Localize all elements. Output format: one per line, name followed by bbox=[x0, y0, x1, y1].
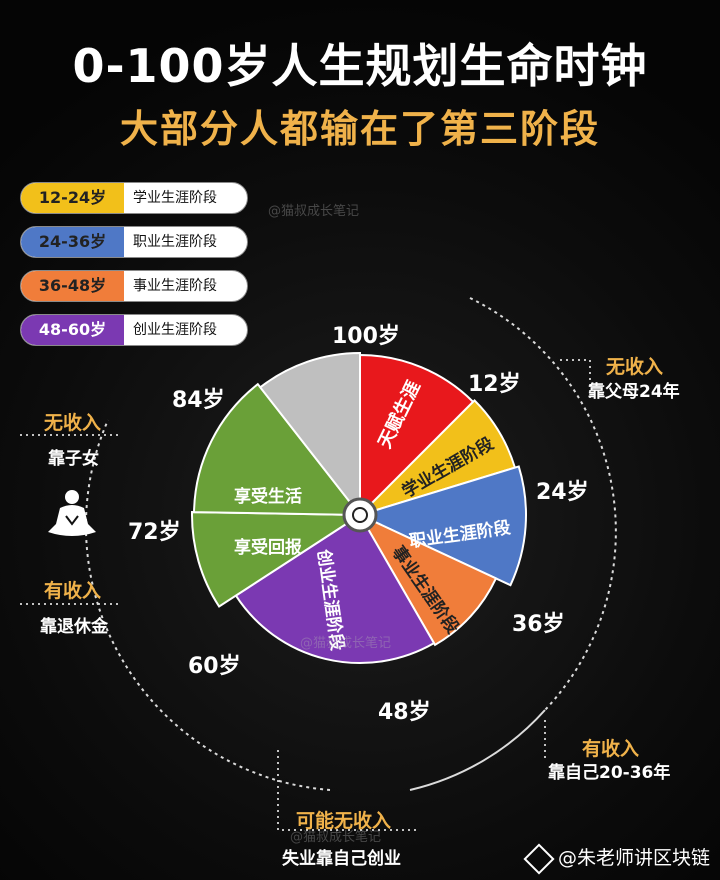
connector-top-right bbox=[560, 359, 591, 398]
note-right-bottom-text: 靠自己20-36年 bbox=[548, 763, 671, 783]
watermark: @猫叔成长笔记 bbox=[290, 830, 382, 845]
age-label-60: 60岁 bbox=[188, 654, 241, 679]
age-label-24: 24岁 bbox=[536, 480, 589, 505]
note-bottom-text: 失业靠自己创业 bbox=[282, 849, 401, 869]
meditating-person-icon bbox=[48, 490, 96, 536]
segment-talent bbox=[359, 353, 475, 518]
segment-business bbox=[357, 512, 498, 647]
note-right-top-title: 无收入 bbox=[606, 356, 664, 378]
page-subtitle: 大部分人都输在了第三阶段 bbox=[119, 107, 600, 151]
segment-label-return: 享受回报 bbox=[234, 537, 302, 558]
legend-item-study: 12-24岁 学业生涯阶段 bbox=[20, 182, 248, 214]
legend-label: 创业生涯阶段 bbox=[133, 322, 217, 338]
note-left-bottom-text: 靠退休金 bbox=[40, 617, 108, 637]
legend-label: 学业生涯阶段 bbox=[133, 190, 217, 206]
watermark: @猫叔成长笔记 bbox=[268, 204, 360, 219]
footer-text: @朱老师讲区块链 bbox=[557, 847, 710, 869]
orbit-right-solid bbox=[409, 709, 546, 791]
page-title: 0-100岁人生规划生命时钟 bbox=[72, 39, 648, 93]
legend-item-business: 36-48岁 事业生涯阶段 bbox=[20, 270, 248, 302]
segment-label-life: 享受生活 bbox=[234, 486, 302, 507]
footer-credit: @朱老师讲区块链 bbox=[523, 842, 710, 875]
segment-elder bbox=[258, 351, 361, 518]
watermark: @猫叔成长笔记 bbox=[300, 636, 392, 651]
note-right-bottom-title: 有收入 bbox=[582, 738, 640, 760]
segment-retire-life bbox=[193, 382, 363, 517]
segments bbox=[191, 351, 527, 664]
logo-icon bbox=[523, 842, 555, 875]
age-label-84: 84岁 bbox=[172, 388, 225, 413]
legend-range: 36-48岁 bbox=[21, 271, 124, 301]
note-bottom-title: 可能无收入 bbox=[296, 810, 392, 832]
connector-bottom bbox=[277, 750, 420, 831]
legend-item-startup: 48-60岁 创业生涯阶段 bbox=[20, 314, 248, 346]
segment-retire-return bbox=[191, 511, 364, 608]
age-label-36: 36岁 bbox=[512, 612, 565, 637]
note-left-top-title: 无收入 bbox=[44, 412, 102, 434]
note-left-bottom-title: 有收入 bbox=[44, 580, 102, 602]
age-label-100: 100岁 bbox=[332, 324, 400, 349]
legend-range: 24-36岁 bbox=[21, 227, 124, 257]
orbit-right bbox=[469, 297, 617, 711]
legend-label: 职业生涯阶段 bbox=[133, 234, 217, 250]
legend-item-career: 24-36岁 职业生涯阶段 bbox=[20, 226, 248, 258]
legend-range: 48-60岁 bbox=[21, 315, 124, 345]
center-hub-inner bbox=[352, 507, 368, 523]
legend: 12-24岁 学业生涯阶段 24-36岁 职业生涯阶段 36-48岁 事业生涯阶… bbox=[20, 182, 248, 358]
segment-career bbox=[357, 465, 527, 587]
orbit-left-dashed bbox=[84, 419, 331, 791]
age-label-12: 12岁 bbox=[468, 372, 521, 397]
segment-startup bbox=[234, 513, 436, 664]
age-label-48: 48岁 bbox=[378, 700, 431, 725]
legend-range: 12-24岁 bbox=[21, 183, 124, 213]
note-left-top-text: 靠子女 bbox=[48, 449, 99, 469]
legend-label: 事业生涯阶段 bbox=[133, 278, 217, 294]
age-label-72: 72岁 bbox=[128, 520, 181, 545]
note-right-top-text: 靠父母24年 bbox=[588, 382, 680, 402]
